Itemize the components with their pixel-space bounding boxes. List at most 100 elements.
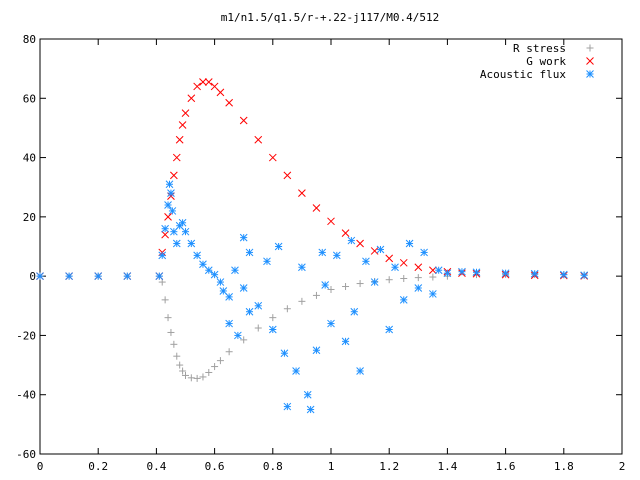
data-point bbox=[164, 213, 172, 221]
data-point bbox=[341, 229, 350, 238]
data-point bbox=[376, 245, 385, 254]
legend-label: G work bbox=[526, 55, 566, 68]
x-tick-label: 0.2 bbox=[88, 460, 108, 473]
data-point bbox=[164, 314, 172, 322]
data-point bbox=[216, 88, 225, 97]
data-point bbox=[283, 305, 291, 313]
data-point bbox=[362, 257, 370, 266]
y-tick-label: 80 bbox=[23, 33, 36, 46]
data-point bbox=[501, 269, 510, 278]
legend-marker bbox=[586, 57, 594, 65]
data-point bbox=[385, 254, 394, 263]
data-point bbox=[327, 319, 335, 328]
series-r-stress bbox=[36, 270, 588, 382]
data-point bbox=[245, 248, 254, 257]
data-point bbox=[400, 275, 408, 283]
data-point bbox=[385, 276, 393, 284]
data-point bbox=[204, 266, 213, 275]
data-point bbox=[245, 307, 254, 316]
x-tick-label: 0.6 bbox=[205, 460, 225, 473]
x-tick-label: 2 bbox=[619, 460, 626, 473]
data-point bbox=[414, 263, 423, 272]
data-point bbox=[239, 116, 248, 125]
data-point bbox=[341, 337, 350, 346]
y-tick-label: 40 bbox=[23, 152, 36, 165]
data-point bbox=[327, 285, 335, 293]
data-point bbox=[199, 373, 207, 381]
x-tick-label: 1.4 bbox=[437, 460, 457, 473]
x-axis: 0 0.2 0.4 0.6 0.8 1 1.2 1.4 1.6 1.8 2 bbox=[37, 39, 626, 473]
data-point bbox=[458, 267, 466, 276]
data-point bbox=[161, 224, 169, 233]
data-point bbox=[399, 296, 408, 304]
data-point bbox=[429, 273, 437, 281]
data-point bbox=[332, 251, 341, 260]
data-point bbox=[443, 269, 452, 278]
data-point bbox=[94, 272, 103, 280]
data-point bbox=[370, 247, 379, 255]
data-point bbox=[347, 236, 356, 245]
data-point bbox=[182, 371, 189, 379]
data-point bbox=[165, 180, 174, 189]
data-point bbox=[405, 239, 414, 248]
data-point bbox=[274, 242, 283, 251]
data-point bbox=[318, 248, 327, 257]
data-point bbox=[170, 227, 178, 236]
series-acoustic-flux bbox=[36, 180, 589, 414]
data-point bbox=[399, 258, 408, 267]
data-point bbox=[321, 281, 330, 289]
data-point bbox=[178, 121, 187, 129]
data-point bbox=[187, 94, 196, 103]
plot-frame bbox=[39, 38, 623, 455]
data-point bbox=[158, 251, 167, 260]
data-point bbox=[204, 78, 213, 86]
data-point bbox=[420, 248, 428, 257]
data-point bbox=[193, 251, 201, 260]
data-point bbox=[211, 363, 219, 371]
data-point bbox=[303, 390, 312, 399]
data-point bbox=[434, 266, 443, 275]
data-point bbox=[268, 153, 277, 162]
data-point bbox=[283, 171, 292, 180]
data-point bbox=[472, 268, 481, 277]
data-point bbox=[193, 82, 201, 91]
data-point bbox=[342, 283, 350, 291]
y-tick-label: 0 bbox=[29, 270, 36, 283]
data-point bbox=[428, 290, 437, 298]
data-point bbox=[312, 291, 320, 299]
data-point bbox=[356, 280, 364, 288]
data-point bbox=[164, 201, 172, 209]
data-point bbox=[173, 352, 181, 360]
data-point bbox=[181, 109, 190, 117]
data-point bbox=[210, 270, 219, 279]
data-point bbox=[225, 98, 234, 107]
chart-title: m1/n1.5/q1.5/r-+.22-j117/M0.4/512 bbox=[221, 11, 440, 24]
data-point bbox=[312, 346, 321, 355]
data-point bbox=[327, 217, 335, 226]
data-point bbox=[239, 284, 248, 292]
data-point bbox=[234, 331, 242, 340]
data-point bbox=[298, 263, 306, 272]
data-point bbox=[199, 78, 207, 86]
data-point bbox=[254, 324, 262, 332]
data-point bbox=[385, 325, 394, 334]
data-point bbox=[65, 272, 73, 280]
data-point bbox=[350, 307, 359, 316]
data-point bbox=[175, 135, 184, 144]
data-point bbox=[205, 368, 213, 376]
data-point bbox=[231, 266, 239, 275]
data-point bbox=[178, 218, 187, 227]
data-point bbox=[168, 207, 177, 215]
data-point bbox=[254, 301, 263, 310]
series-layer bbox=[36, 78, 589, 414]
x-tick-label: 1.2 bbox=[379, 460, 399, 473]
data-point bbox=[225, 293, 234, 301]
data-point bbox=[306, 405, 315, 414]
y-tick-label: -40 bbox=[16, 389, 36, 402]
x-tick-label: 0 bbox=[37, 460, 44, 473]
data-point bbox=[370, 278, 379, 286]
data-point bbox=[199, 260, 207, 269]
data-point bbox=[356, 367, 364, 375]
